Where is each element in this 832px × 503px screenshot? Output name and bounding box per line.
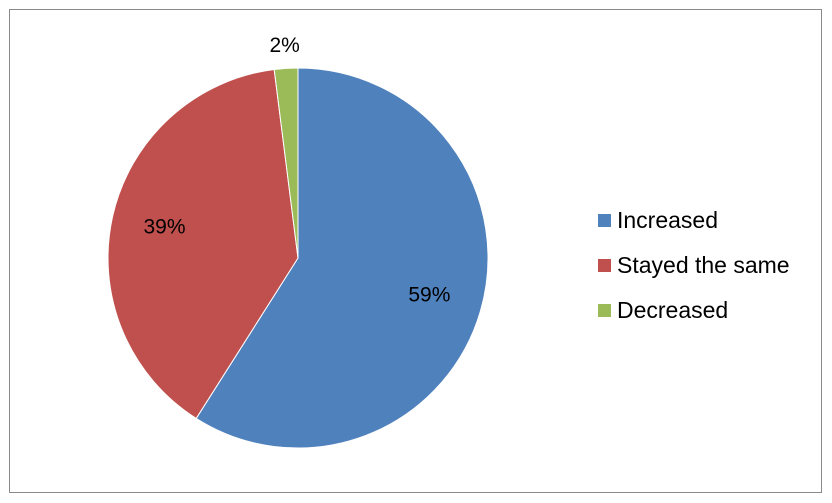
data-label-stayed-the-same: 39%: [143, 216, 185, 239]
legend: Increased Stayed the same Decreased: [598, 198, 828, 333]
pie-slice-increased: [195, 67, 489, 449]
legend-swatch: [598, 304, 611, 317]
legend-item-decreased: Decreased: [598, 288, 828, 333]
pie-slices: [107, 67, 489, 449]
pie-slice-stayed-the-same: [107, 68, 299, 420]
legend-swatch: [598, 259, 611, 272]
legend-label: Increased: [617, 207, 719, 233]
pie-data-labels: 59% 39% 2%: [143, 34, 450, 307]
legend-item-stayed-the-same: Stayed the same: [598, 243, 828, 288]
pie-slice-decreased: [273, 67, 299, 259]
data-label-decreased: 2%: [270, 34, 300, 57]
legend-item-increased: Increased: [598, 198, 828, 243]
legend-label: Stayed the same: [617, 252, 790, 278]
legend-label: Decreased: [617, 297, 729, 323]
legend-swatch: [598, 214, 611, 227]
data-label-increased: 59%: [408, 284, 450, 307]
